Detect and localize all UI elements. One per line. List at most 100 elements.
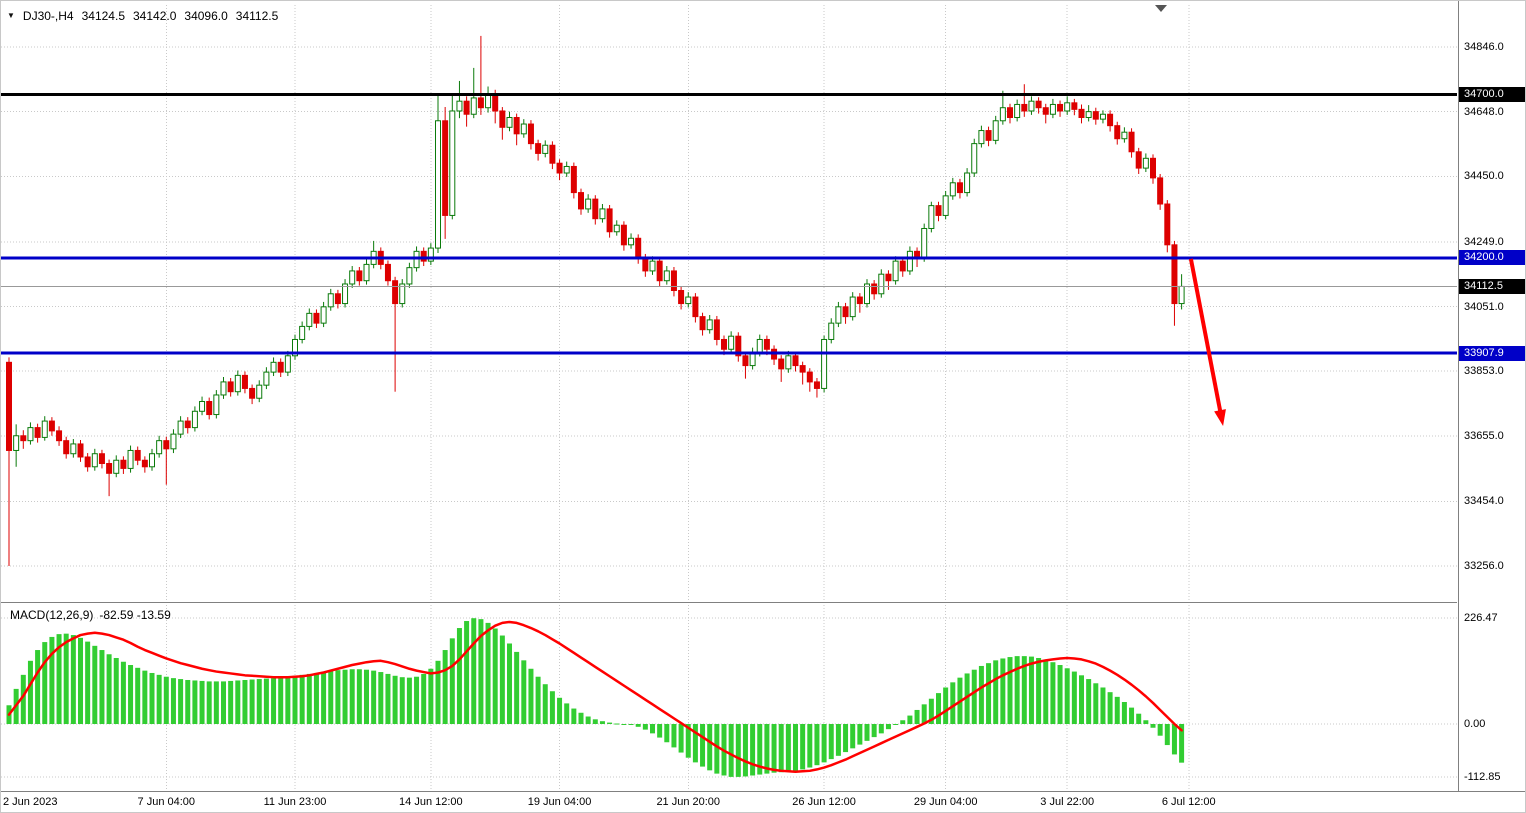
candle (249, 384, 256, 405)
time-tick: 7 Jun 04:00 (137, 796, 196, 808)
candle (620, 221, 627, 251)
macd-bar (364, 669, 369, 724)
chart-plot-area[interactable] (1, 1, 1457, 791)
price-axis[interactable]: 34846.0 34648.0 34450.0 34249.0 34051.0 33853… (1458, 1, 1525, 791)
time-tick: 14 Jun 12:00 (399, 796, 463, 808)
macd-bar (571, 708, 577, 724)
macd-bar (471, 618, 477, 724)
candle (1171, 240, 1178, 326)
candle (928, 201, 935, 233)
candle (856, 293, 863, 313)
macd-bar (1057, 665, 1063, 724)
macd-bar (321, 672, 327, 724)
macd-bar (285, 676, 291, 724)
macd-bar (678, 724, 684, 753)
macd-bar (263, 678, 269, 724)
candle (163, 436, 170, 485)
candle (342, 279, 349, 308)
price-tick: 33655.0 (1464, 429, 1504, 442)
macd-bar (700, 724, 706, 767)
macd-bar (964, 673, 970, 724)
candle (735, 332, 742, 362)
candle (1135, 147, 1142, 174)
candle (685, 292, 692, 308)
candle (170, 429, 177, 454)
macd-bar (928, 698, 934, 724)
candle (992, 115, 999, 145)
macd-bar (685, 724, 691, 758)
macd-bar (271, 678, 277, 724)
macd-bar (1114, 696, 1120, 724)
candle (713, 315, 720, 346)
macd-bar (27, 660, 33, 724)
candle (206, 397, 213, 420)
macd-bar (521, 660, 527, 724)
macd-bar (807, 724, 813, 768)
candle (728, 331, 735, 354)
candle (20, 430, 27, 449)
macd-bar (306, 673, 312, 724)
candle (270, 357, 277, 377)
time-axis[interactable]: 2 Jun 2023 7 Jun 04:00 11 Jun 23:00 14 Jun … (1, 791, 1525, 812)
macd-bar (821, 724, 827, 763)
candle (864, 279, 870, 308)
candle (399, 279, 406, 308)
macd-bar (1121, 701, 1127, 724)
price-tick: 34450.0 (1464, 170, 1504, 183)
candle (542, 140, 549, 158)
macd-bar (814, 724, 820, 766)
symbol-dropdown-icon[interactable]: ▼ (7, 11, 15, 20)
macd-bar (449, 638, 455, 724)
candle (98, 449, 105, 469)
macd-bar (986, 663, 992, 724)
macd-bar (557, 697, 563, 724)
time-tick: 19 Jun 04:00 (527, 796, 592, 808)
time-tick: 26 Jun 12:00 (792, 796, 856, 808)
macd-bar (878, 724, 884, 734)
macd-bar (1143, 720, 1149, 724)
macd-bar (292, 675, 298, 724)
price-tick: 33853.0 (1464, 365, 1504, 378)
macd-bar (128, 665, 134, 724)
price-tick: 33454.0 (1464, 495, 1504, 508)
candle (1150, 154, 1156, 184)
macd-bar (564, 703, 570, 724)
macd-bar (342, 669, 348, 724)
candle (91, 448, 98, 471)
candle (191, 406, 198, 432)
candle (549, 141, 556, 170)
macd-bar (549, 691, 555, 724)
macd-bar (1028, 656, 1034, 724)
macd-bar (149, 672, 155, 724)
candle (1092, 107, 1099, 125)
chart-canvas[interactable] (1, 1, 1457, 791)
macd-bar (56, 634, 62, 724)
candle (699, 312, 706, 336)
macd-bar (607, 722, 613, 724)
candle (363, 259, 370, 285)
macd-bar (85, 641, 91, 724)
candle (821, 335, 828, 393)
candle (292, 334, 298, 360)
macd-bar (99, 650, 105, 724)
macd-bar (1007, 657, 1013, 724)
candle (556, 159, 563, 181)
candle (985, 126, 992, 147)
candle (792, 351, 799, 372)
macd-bar (1036, 657, 1042, 724)
shift-marker-icon (1155, 5, 1167, 12)
candle (1142, 153, 1149, 173)
macd-values: -82.59 -13.59 (99, 608, 171, 622)
macd-bar (657, 724, 663, 738)
macd-bar (492, 628, 498, 724)
trend-arrow[interactable] (1188, 258, 1226, 426)
candle (134, 446, 141, 466)
macd-bar (1000, 658, 1006, 724)
macd-bar (592, 719, 598, 724)
candle (842, 302, 849, 324)
macd-bar (120, 661, 126, 724)
candle (213, 390, 220, 419)
macd-bar (192, 680, 198, 724)
candle (606, 204, 613, 238)
candle (1071, 98, 1078, 116)
